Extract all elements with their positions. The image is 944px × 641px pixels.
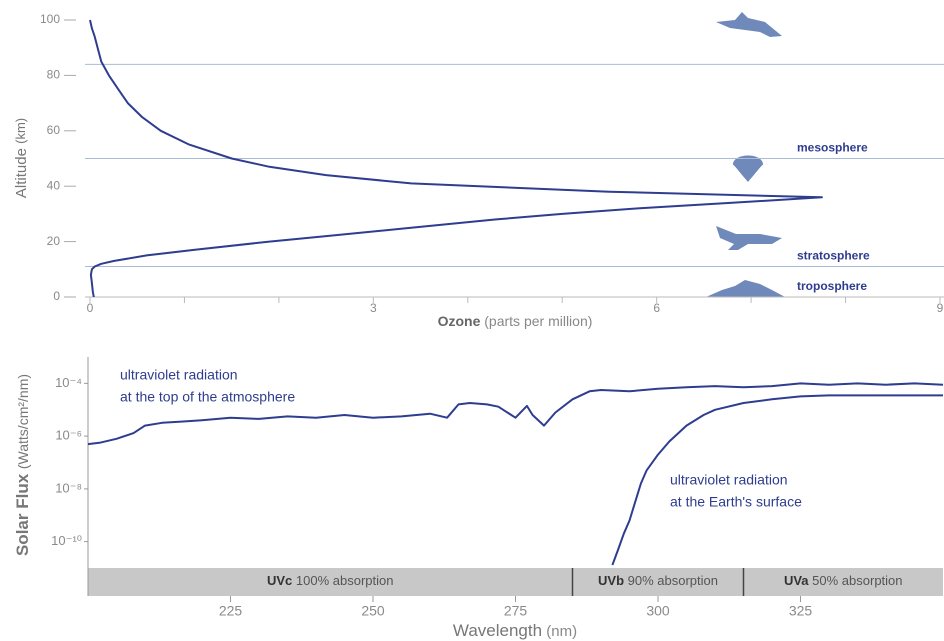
x-axis-title-main: Ozone bbox=[438, 313, 481, 329]
x-tick-label: 325 bbox=[789, 603, 813, 619]
layer-label: mesosphere bbox=[797, 141, 868, 155]
y-tick-label: 60 bbox=[47, 123, 61, 137]
series-annotation: at the Earth's surface bbox=[670, 494, 802, 510]
x-axis-title-main: Wavelength bbox=[453, 621, 542, 640]
band-name: UVb bbox=[598, 573, 624, 588]
band-absorption: 50% absorption bbox=[812, 573, 902, 588]
y-tick-label: 20 bbox=[47, 234, 61, 248]
page: Altitude (km) Ozone (parts per million) … bbox=[0, 0, 944, 641]
y-axis-title: Altitude (km) bbox=[13, 118, 30, 198]
y-tick-label: 10⁻¹⁰ bbox=[51, 533, 82, 548]
x-tick-label: 250 bbox=[361, 603, 385, 619]
band-name: UVa bbox=[784, 573, 809, 588]
band-label: UVc 100% absorption bbox=[267, 573, 394, 588]
x-tick-label: 300 bbox=[646, 603, 670, 619]
series-annotation: ultraviolet radiation bbox=[120, 367, 238, 383]
y-axis-title-main: Altitude bbox=[13, 148, 30, 198]
band-name: UVc bbox=[267, 573, 292, 588]
shuttle-icon bbox=[716, 12, 782, 37]
band-label: UVa 50% absorption bbox=[784, 573, 903, 588]
x-axis-title-unit: (nm) bbox=[546, 623, 577, 640]
y-tick-label: 0 bbox=[53, 289, 60, 303]
layer-label: stratosphere bbox=[797, 249, 870, 263]
x-tick-label: 3 bbox=[370, 301, 377, 315]
y-tick-label: 40 bbox=[47, 178, 61, 192]
balloon-icon bbox=[733, 156, 763, 183]
plane-icon bbox=[716, 226, 782, 250]
layer-label: troposphere bbox=[797, 279, 867, 293]
y-tick-label: 10⁻⁴ bbox=[55, 375, 82, 390]
band-label: UVb 90% absorption bbox=[598, 573, 718, 588]
y-axis-title: Solar Flux (Watts/cm²/nm) bbox=[13, 374, 32, 556]
x-tick-label: 9 bbox=[937, 301, 944, 315]
y-axis-title-main: Solar Flux bbox=[13, 473, 32, 556]
band-absorption: 100% absorption bbox=[296, 573, 394, 588]
y-tick-label: 100 bbox=[40, 12, 60, 26]
x-axis-title-unit: (parts per million) bbox=[484, 313, 592, 329]
x-tick-label: 275 bbox=[504, 603, 528, 619]
series-annotation: at the top of the atmosphere bbox=[120, 389, 295, 405]
x-axis-title: Wavelength (nm) bbox=[453, 621, 577, 640]
mountain-icon bbox=[706, 280, 785, 297]
y-tick-label: 80 bbox=[47, 68, 61, 82]
chart: Altitude (km) Ozone (parts per million) … bbox=[0, 0, 944, 641]
series-annotation: ultraviolet radiation bbox=[670, 472, 788, 488]
x-tick-label: 225 bbox=[219, 603, 243, 619]
y-axis-title-unit: (Watts/cm²/nm) bbox=[15, 374, 31, 469]
y-axis-title-unit: (km) bbox=[13, 118, 28, 144]
x-tick-label: 0 bbox=[87, 301, 94, 315]
x-tick-label: 6 bbox=[653, 301, 660, 315]
y-tick-label: 10⁻⁶ bbox=[55, 428, 82, 443]
band-absorption: 90% absorption bbox=[628, 573, 718, 588]
x-axis-title: Ozone (parts per million) bbox=[438, 313, 593, 329]
y-tick-label: 10⁻⁸ bbox=[55, 480, 82, 495]
